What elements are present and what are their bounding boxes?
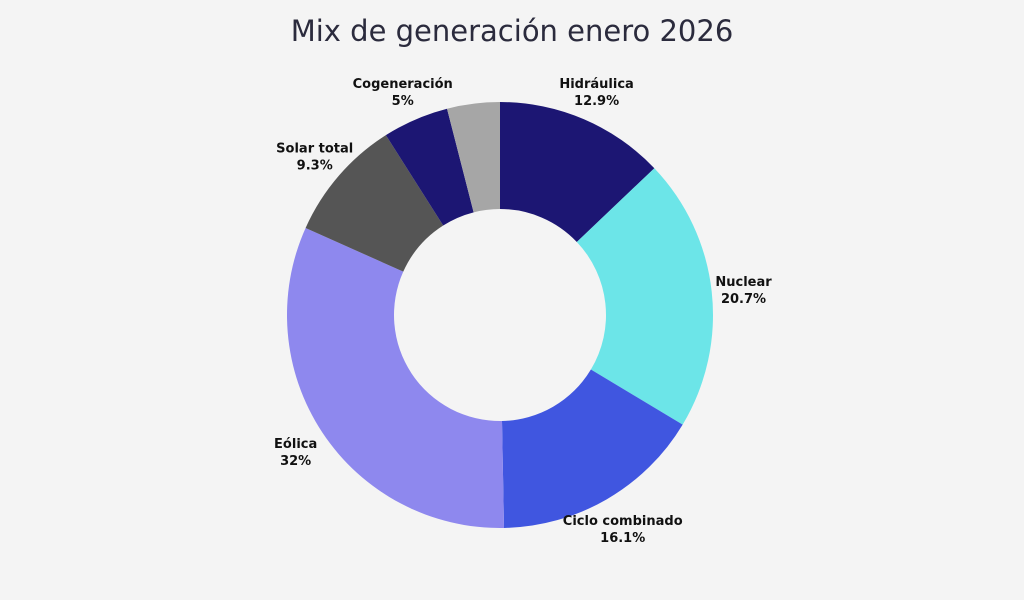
slice-label: Eólica [274,437,317,452]
slice-value-label: 16.1% [600,531,645,546]
slice-ciclo-combinado [501,369,683,528]
slice-nuclear [576,168,714,425]
slice-label: Hidráulica [559,77,633,92]
slice-value-label: 9.3% [297,159,333,174]
slice-value-label: 32% [280,454,311,469]
chart-title: Mix de generación enero 2026 [290,14,734,48]
slice-label: Ciclo combinado [563,514,683,529]
slice-solar-total [305,135,444,272]
slice-value-label: 12.9% [574,94,619,109]
slice-label: Nuclear [715,275,772,290]
slice-label: Solar total [276,142,353,157]
slice-unlabeled [447,102,500,213]
slice-eólica [287,227,505,529]
slice-value-label: 5% [392,94,414,109]
slice-value-label: 20.7% [721,292,766,307]
slice-hidráulica [500,102,655,242]
slice-cogeneración [385,108,474,226]
slice-label: Cogeneración [353,77,453,92]
